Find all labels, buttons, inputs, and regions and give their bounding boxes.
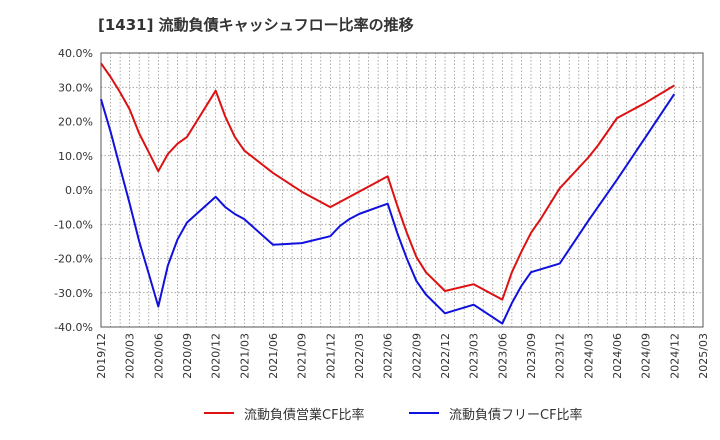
legend-item-operating-cf: 流動負債営業CF比率 (204, 398, 365, 428)
x-tick-label: 2024/09 (640, 333, 653, 379)
x-tick-label: 2019/12 (95, 333, 108, 379)
x-tick-label: 2020/06 (152, 333, 165, 379)
x-tick-label: 2023/09 (525, 333, 538, 379)
x-tick-label: 2021/06 (267, 333, 280, 379)
x-tick-label: 2021/12 (324, 333, 337, 379)
y-tick-label: 30.0% (58, 81, 93, 94)
x-tick-label: 2022/03 (353, 333, 366, 379)
x-tick-label: 2025/03 (697, 333, 710, 379)
legend: 流動負債営業CF比率 流動負債フリーCF比率 (0, 398, 720, 428)
y-tick-labels: 40.0% 30.0% 20.0% 10.0% 0.0% -10.0% -20.0% -30.… (54, 47, 93, 334)
y-tick-label: -40.0% (54, 321, 93, 334)
legend-label-free-cf: 流動負債フリーCF比率 (449, 407, 583, 423)
y-tick-label: -20.0% (54, 253, 93, 266)
y-tick-label: 10.0% (58, 150, 93, 163)
x-tick-label: 2022/09 (410, 333, 423, 379)
x-tick-labels: 2019/12 2020/03 2020/06 2020/09 2020/12 2021/… (95, 333, 710, 379)
x-tick-label: 2023/06 (496, 333, 509, 379)
x-tick-label: 2024/03 (582, 333, 595, 379)
x-tick-label: 2021/03 (238, 333, 251, 379)
legend-label-operating-cf: 流動負債営業CF比率 (244, 407, 365, 423)
y-tick-label: -10.0% (54, 218, 93, 231)
series-line-free-cf (100, 93, 676, 325)
x-tick-label: 2020/12 (210, 333, 223, 379)
legend-swatch-operating-cf (204, 412, 234, 414)
y-tick-label: 20.0% (58, 116, 93, 129)
legend-item-free-cf: 流動負債フリーCF比率 (409, 398, 583, 428)
plot-frame (100, 52, 704, 328)
x-tick-label: 2023/03 (468, 333, 481, 379)
series-line-operating-cf (100, 62, 675, 301)
x-tick-label: 2024/06 (611, 333, 624, 379)
series-lines (100, 62, 676, 325)
y-tick-label: 0.0% (65, 184, 93, 197)
axis-frame (100, 52, 704, 328)
x-tick-label: 2020/09 (181, 333, 194, 379)
y-tick-label: -30.0% (54, 287, 93, 300)
x-tick-label: 2023/12 (554, 333, 567, 379)
x-tick-label: 2024/12 (668, 333, 681, 379)
legend-swatch-free-cf (409, 412, 439, 414)
x-tick-label: 2022/12 (439, 333, 452, 379)
x-tick-label: 2022/06 (382, 333, 395, 379)
y-tick-label: 40.0% (58, 47, 93, 60)
x-tick-label: 2020/03 (124, 333, 137, 379)
grid-lines (101, 53, 703, 327)
chart-title: [1431] 流動負債キャッシュフロー比率の推移 (98, 16, 414, 34)
x-tick-label: 2021/09 (296, 333, 309, 379)
